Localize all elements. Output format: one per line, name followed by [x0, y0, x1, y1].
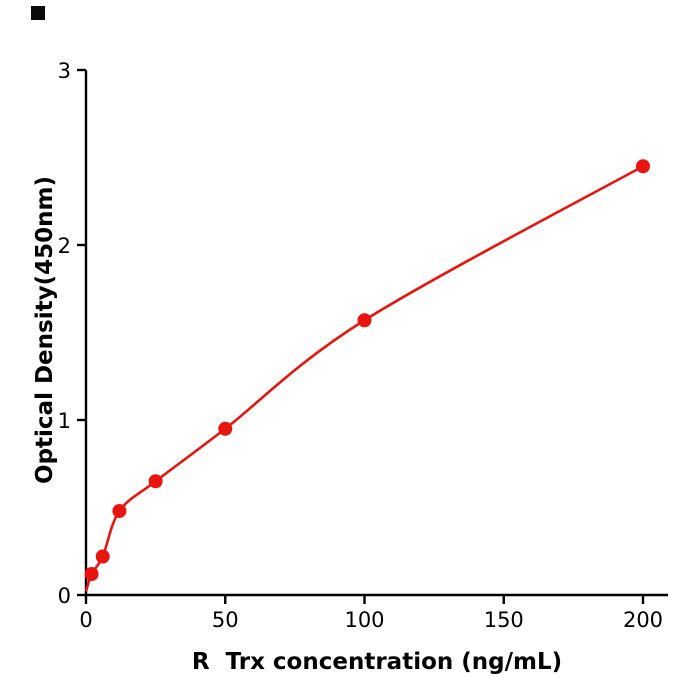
- data-point: [84, 567, 99, 581]
- y-tick-label: 1: [58, 409, 71, 433]
- x-tick-label: 100: [344, 608, 384, 632]
- data-point: [95, 549, 110, 564]
- x-axis-label: R Trx concentration (ng/mL): [191, 649, 563, 675]
- y-tick-label: 0: [58, 584, 71, 608]
- fit-curve: [84, 165, 644, 592]
- data-point: [636, 159, 650, 174]
- data-point: [218, 421, 233, 436]
- y-tick-label: 2: [58, 234, 71, 258]
- data-point: [112, 504, 127, 518]
- data-point: [148, 474, 163, 489]
- data-point: [357, 313, 372, 328]
- x-tick-label: 50: [212, 608, 239, 632]
- corner-artifact: [31, 6, 45, 20]
- y-tick-label: 3: [58, 59, 71, 83]
- x-tick-label: 150: [484, 608, 524, 632]
- x-tick-label: 200: [623, 608, 663, 632]
- x-tick-label: 0: [79, 608, 92, 632]
